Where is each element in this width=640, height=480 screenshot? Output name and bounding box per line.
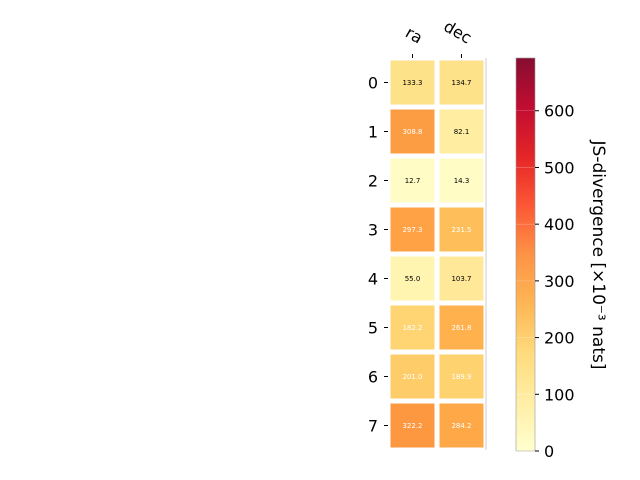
heatmap-grid: 133.3 134.7 0 308.8 82.1 1 12.7 14.3 2 297.3 231.5… [368, 17, 487, 450]
heatmap-cell [390, 305, 435, 350]
cell-value-label: 284.2 [451, 422, 471, 430]
heatmap-cell [439, 354, 484, 399]
cell-value-label: 82.1 [454, 128, 470, 136]
row-tick-label: 2 [368, 172, 378, 191]
cell-value-label: 201.0 [402, 373, 422, 381]
heatmap-cell [390, 403, 435, 448]
cell-value-label: 182.2 [402, 324, 422, 332]
row-tick-label: 4 [368, 270, 378, 289]
heatmap-cell [439, 158, 484, 203]
colorbar-tick-label: 300 [544, 272, 575, 291]
row-tick-label: 6 [368, 368, 378, 387]
colorbar: 0 100 200 300 400 500 600 [515, 57, 575, 461]
cell-value-label: 14.3 [454, 177, 470, 185]
cell-value-label: 55.0 [405, 275, 421, 283]
heatmap-cell [390, 109, 435, 154]
colorbar-label: JS-divergence [×10⁻³ nats] [588, 140, 608, 370]
row-tick-label: 1 [368, 123, 378, 142]
column-tick-label: ra [402, 23, 426, 48]
row-tick-label: 5 [368, 319, 378, 338]
colorbar-tick-label: 200 [544, 329, 575, 348]
colorbar-tick-label: 500 [544, 158, 575, 177]
heatmap-cell [390, 158, 435, 203]
colorbar-tick-label: 600 [544, 102, 575, 121]
cell-value-label: 322.2 [402, 422, 422, 430]
row-tick-label: 0 [368, 74, 378, 93]
heatmap-cell [390, 354, 435, 399]
row-tick-label: 3 [368, 221, 378, 240]
heatmap-cell [390, 207, 435, 252]
heatmap-cell [439, 305, 484, 350]
cell-value-label: 103.7 [451, 275, 471, 283]
cell-value-label: 12.7 [405, 177, 421, 185]
heatmap-cell [390, 60, 435, 105]
colorbar-tick-label: 0 [544, 442, 554, 461]
cell-value-label: 308.8 [402, 128, 422, 136]
row-tick-label: 7 [368, 417, 378, 436]
colorbar-gradient [515, 57, 536, 452]
cell-value-label: 231.5 [451, 226, 471, 234]
column-tick-label: dec [441, 17, 475, 48]
cell-value-label: 189.9 [451, 373, 471, 381]
cell-value-label: 134.7 [451, 79, 471, 87]
colorbar-tick-label: 400 [544, 215, 575, 234]
cell-value-label: 297.3 [402, 226, 422, 234]
heatmap-cell [390, 256, 435, 301]
heatmap-cell [439, 109, 484, 154]
colorbar-tick-label: 100 [544, 385, 575, 404]
heatmap-cell [439, 256, 484, 301]
cell-value-label: 261.8 [451, 324, 471, 332]
cell-value-label: 133.3 [402, 79, 422, 87]
heatmap-cell [439, 60, 484, 105]
heatmap-cell [439, 207, 484, 252]
heatmap-cell [439, 403, 484, 448]
